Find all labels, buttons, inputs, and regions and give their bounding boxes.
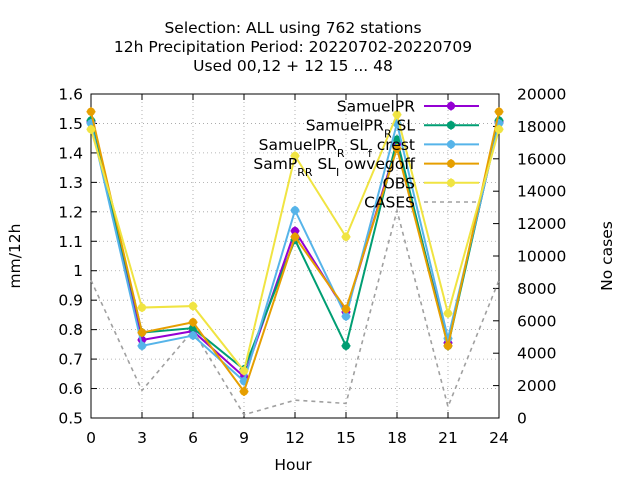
x-tick-label: 6 [188,429,198,447]
y2-tick-label: 10000 [517,248,566,266]
y2-tick-label: 2000 [517,377,556,395]
data-point [392,110,402,120]
legend-label: SamuelPR [337,98,415,116]
x-tick-label: 9 [239,429,249,447]
y2-axis: 0 2000 4000 6000 8000 10000 12000 14000 16000 180… [493,86,566,428]
x-tick-label: 0 [86,429,96,447]
x-tick-label: 21 [438,429,458,447]
y-tick-label: 1.4 [58,144,83,162]
y-axis-label: mm/12h [6,224,24,289]
data-point [446,139,456,149]
series-4 [86,110,504,376]
series-3 [86,107,504,396]
data-point [137,341,147,351]
y2-tick-label: 12000 [517,215,566,233]
series-line-cases [90,207,500,416]
y-tick-label: 1.3 [58,174,83,192]
data-point [446,120,456,130]
y-tick-label: 0.9 [58,292,83,310]
data-point [446,178,456,188]
y-tick-label: 1.2 [58,203,83,221]
title-line-1: Selection: ALL using 762 stations [164,19,421,37]
y-tick-label: 1.1 [58,233,83,251]
data-point [341,232,351,242]
x-axis-label: Hour [274,456,312,474]
series-layer [86,107,504,416]
y-tick-label: 1 [73,262,83,280]
x-axis: 0 3 6 9 12 15 18 21 24 [86,94,509,447]
x-tick-label: 3 [137,429,147,447]
data-point [188,317,198,327]
data-point [86,124,96,134]
y-axis: 0.5 0.6 0.7 0.8 0.9 1 1.1 1.2 1.3 1.4 1.5 1.6 [58,86,97,428]
title-line-2: 12h Precipitation Period: 20220702-20220… [114,38,472,56]
chart-title: Selection: ALL using 762 stations 12h Pr… [114,19,472,75]
legend-label: CASES [364,194,415,212]
data-point [443,308,453,318]
y2-tick-label: 0 [517,410,527,428]
y-tick-label: 0.5 [58,410,83,428]
y2-tick-label: 6000 [517,312,556,330]
x-tick-label: 24 [489,429,509,447]
data-point [290,232,300,242]
data-point [341,304,351,314]
y2-tick-label: 8000 [517,280,556,298]
data-point [290,205,300,215]
y2-axis-label: No cases [598,221,616,291]
legend-label: SamPRR SLI owvegoff [253,155,415,179]
y2-tick-label: 16000 [517,150,566,168]
legend-label: SamuelPRR SL [306,117,416,141]
x-tick-label: 12 [285,429,305,447]
data-point [290,151,300,161]
data-point [443,341,453,351]
y-tick-label: 1.6 [58,86,83,104]
x-tick-label: 18 [387,429,407,447]
data-point [188,301,198,311]
data-point [494,124,504,134]
title-line-3: Used 00,12 + 12 15 ... 48 [193,57,393,75]
data-point [86,107,96,117]
y-tick-label: 1.5 [58,115,83,133]
y2-tick-label: 18000 [517,118,566,136]
x-tick-label: 15 [336,429,356,447]
data-point [239,366,249,376]
data-point [137,303,147,313]
y-tick-label: 0.7 [58,351,83,369]
y2-tick-label: 20000 [517,86,566,104]
data-point [188,331,198,341]
y2-tick-label: 4000 [517,345,556,363]
y-tick-label: 0.6 [58,380,83,398]
legend-label: SamuelPRR SLf crest [259,136,415,160]
data-point [137,328,147,338]
legend-label: OBS [383,174,415,192]
data-point [494,107,504,117]
data-point [290,226,300,236]
data-point [239,386,249,396]
y-tick-label: 0.8 [58,321,83,339]
data-point [446,101,456,111]
data-point [446,159,456,169]
y2-tick-label: 14000 [517,183,566,201]
data-point [341,341,351,351]
data-point [392,143,402,153]
